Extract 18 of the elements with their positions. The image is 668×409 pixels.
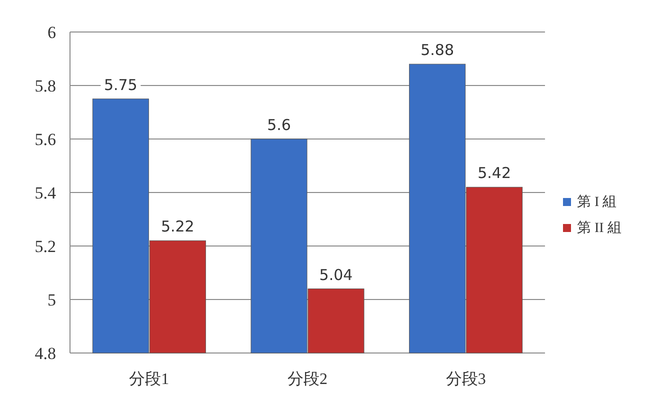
legend-label: 第 I 組	[577, 194, 617, 210]
x-tick-label: 分段3	[446, 370, 486, 388]
y-tick-label: 6	[48, 23, 56, 42]
data-label: 5.04	[319, 266, 353, 284]
data-label: 5.42	[478, 164, 512, 182]
data-label: 5.6	[267, 116, 291, 134]
y-tick-label: 5.4	[34, 184, 56, 202]
x-tick-label: 分段1	[129, 370, 170, 388]
data-label: 5.88	[420, 41, 454, 60]
data-label: 5.22	[160, 218, 194, 236]
y-tick-label: 5.8	[34, 76, 56, 96]
y-tick-label: 5	[48, 290, 56, 310]
data-label: 5.75	[104, 76, 138, 94]
y-tick-label: 5.2	[34, 237, 56, 256]
y-tick-label: 4.8	[34, 344, 56, 363]
legend-label: 第 II 組	[577, 220, 622, 236]
y-tick-label: 5.6	[34, 130, 56, 149]
x-tick-label: 分段2	[288, 370, 328, 388]
